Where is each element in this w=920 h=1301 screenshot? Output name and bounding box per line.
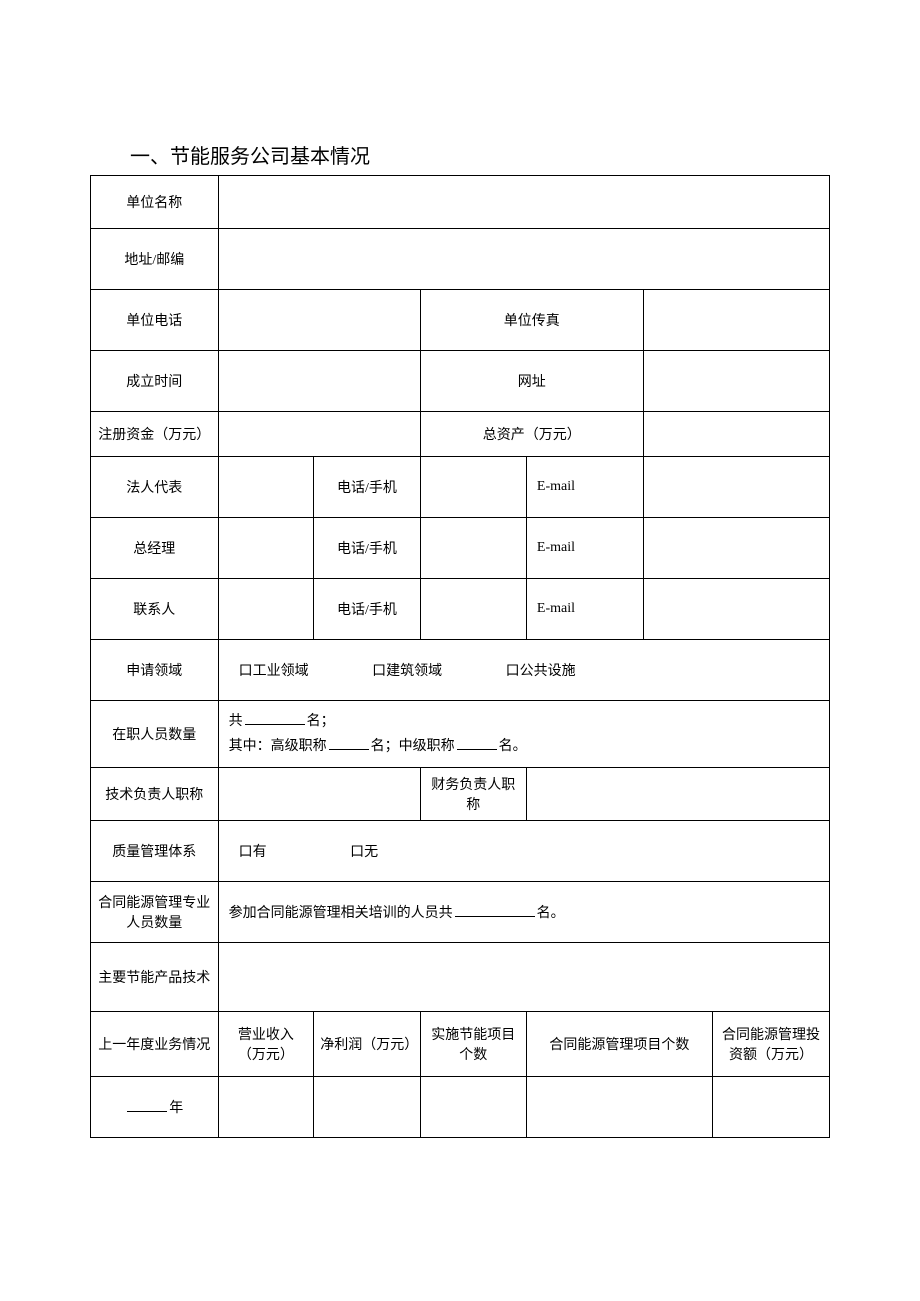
field-year-net-profit[interactable] xyxy=(314,1077,420,1138)
label-contact-phone: 电话/手机 xyxy=(314,579,420,640)
field-total-assets[interactable] xyxy=(643,412,829,457)
field-established[interactable] xyxy=(218,351,420,412)
field-main-products[interactable] xyxy=(218,943,829,1012)
field-year-revenue[interactable] xyxy=(218,1077,314,1138)
label-legal-rep-phone: 电话/手机 xyxy=(314,457,420,518)
label-address-zip: 地址/邮编 xyxy=(91,229,219,290)
blank-emc-training[interactable] xyxy=(455,902,535,917)
field-contact-email[interactable] xyxy=(643,579,829,640)
label-gm-phone: 电话/手机 xyxy=(314,518,420,579)
label-legal-rep-email: E-mail xyxy=(526,457,643,518)
staff-detail-suffix: 名。 xyxy=(499,739,527,754)
field-unit-phone[interactable] xyxy=(218,290,420,351)
staff-detail-mid: 名；中级职称 xyxy=(371,739,455,754)
checkbox-building[interactable]: 口建筑领域 xyxy=(372,664,442,679)
field-website[interactable] xyxy=(643,351,829,412)
staff-total-prefix: 共 xyxy=(229,714,243,729)
label-finance-lead: 财务负责人职称 xyxy=(420,768,526,821)
field-address-zip[interactable] xyxy=(218,229,829,290)
field-gm-phone[interactable] xyxy=(420,518,526,579)
col-revenue: 营业收入（万元） xyxy=(218,1012,314,1077)
label-website: 网址 xyxy=(420,351,643,412)
label-emc-staff: 合同能源管理专业人员数量 xyxy=(91,882,219,943)
label-total-assets: 总资产（万元） xyxy=(420,412,643,457)
field-year-project-count[interactable] xyxy=(420,1077,526,1138)
label-quality-system: 质量管理体系 xyxy=(91,821,219,882)
blank-mid[interactable] xyxy=(457,735,497,750)
field-quality-system[interactable]: 口有 口无 xyxy=(218,821,829,882)
label-unit-phone: 单位电话 xyxy=(91,290,219,351)
col-net-profit: 净利润（万元） xyxy=(314,1012,420,1077)
label-legal-rep: 法人代表 xyxy=(91,457,219,518)
staff-detail-prefix: 其中：高级职称 xyxy=(229,739,327,754)
field-unit-name[interactable] xyxy=(218,176,829,229)
section-title: 一、节能服务公司基本情况 xyxy=(90,140,830,169)
field-emc-staff[interactable]: 参加合同能源管理相关培训的人员共 名。 xyxy=(218,882,829,943)
emc-training-prefix: 参加合同能源管理相关培训的人员共 xyxy=(229,906,453,921)
field-gm-email[interactable] xyxy=(643,518,829,579)
checkbox-public[interactable]: 口公共设施 xyxy=(506,664,576,679)
field-reg-capital[interactable] xyxy=(218,412,420,457)
label-apply-field: 申请领域 xyxy=(91,640,219,701)
checkbox-none[interactable]: 口无 xyxy=(350,845,378,860)
field-contact-phone[interactable] xyxy=(420,579,526,640)
checkbox-has[interactable]: 口有 xyxy=(239,845,267,860)
label-tech-lead: 技术负责人职称 xyxy=(91,768,219,821)
field-legal-rep-phone[interactable] xyxy=(420,457,526,518)
label-prev-year-biz: 上一年度业务情况 xyxy=(91,1012,219,1077)
label-reg-capital: 注册资金（万元） xyxy=(91,412,219,457)
field-staff-count[interactable]: 共 名； 其中：高级职称 名；中级职称 名。 xyxy=(218,701,829,768)
field-contact-name[interactable] xyxy=(218,579,314,640)
label-gm: 总经理 xyxy=(91,518,219,579)
col-project-count: 实施节能项目个数 xyxy=(420,1012,526,1077)
field-unit-fax[interactable] xyxy=(643,290,829,351)
staff-total-suffix: 名； xyxy=(307,714,335,729)
label-gm-email: E-mail xyxy=(526,518,643,579)
blank-staff-total[interactable] xyxy=(245,710,305,725)
field-gm-name[interactable] xyxy=(218,518,314,579)
field-apply-field[interactable]: 口工业领域 口建筑领域 口公共设施 xyxy=(218,640,829,701)
label-established: 成立时间 xyxy=(91,351,219,412)
label-year: 年 xyxy=(91,1077,219,1138)
field-year-emc-investment[interactable] xyxy=(712,1077,829,1138)
label-unit-fax: 单位传真 xyxy=(420,290,643,351)
label-contact-email: E-mail xyxy=(526,579,643,640)
company-info-table: 单位名称 地址/邮编 单位电话 单位传真 成立时间 网址 注册资金（万元） 总资… xyxy=(90,175,830,1138)
checkbox-industry[interactable]: 口工业领域 xyxy=(239,664,309,679)
label-contact: 联系人 xyxy=(91,579,219,640)
blank-year[interactable] xyxy=(127,1097,167,1112)
col-emc-investment: 合同能源管理投资额（万元） xyxy=(712,1012,829,1077)
field-year-emc-project-count[interactable] xyxy=(526,1077,712,1138)
field-legal-rep-name[interactable] xyxy=(218,457,314,518)
col-emc-project-count: 合同能源管理项目个数 xyxy=(526,1012,712,1077)
label-unit-name: 单位名称 xyxy=(91,176,219,229)
document-page: 一、节能服务公司基本情况 单位名称 地址/邮编 单位电话 单位传真 xyxy=(0,0,920,1238)
field-legal-rep-email[interactable] xyxy=(643,457,829,518)
label-main-products: 主要节能产品技术 xyxy=(91,943,219,1012)
emc-training-suffix: 名。 xyxy=(537,906,565,921)
field-tech-lead[interactable] xyxy=(218,768,420,821)
field-finance-lead[interactable] xyxy=(526,768,829,821)
blank-senior[interactable] xyxy=(329,735,369,750)
year-suffix: 年 xyxy=(169,1101,183,1116)
label-staff-count: 在职人员数量 xyxy=(91,701,219,768)
